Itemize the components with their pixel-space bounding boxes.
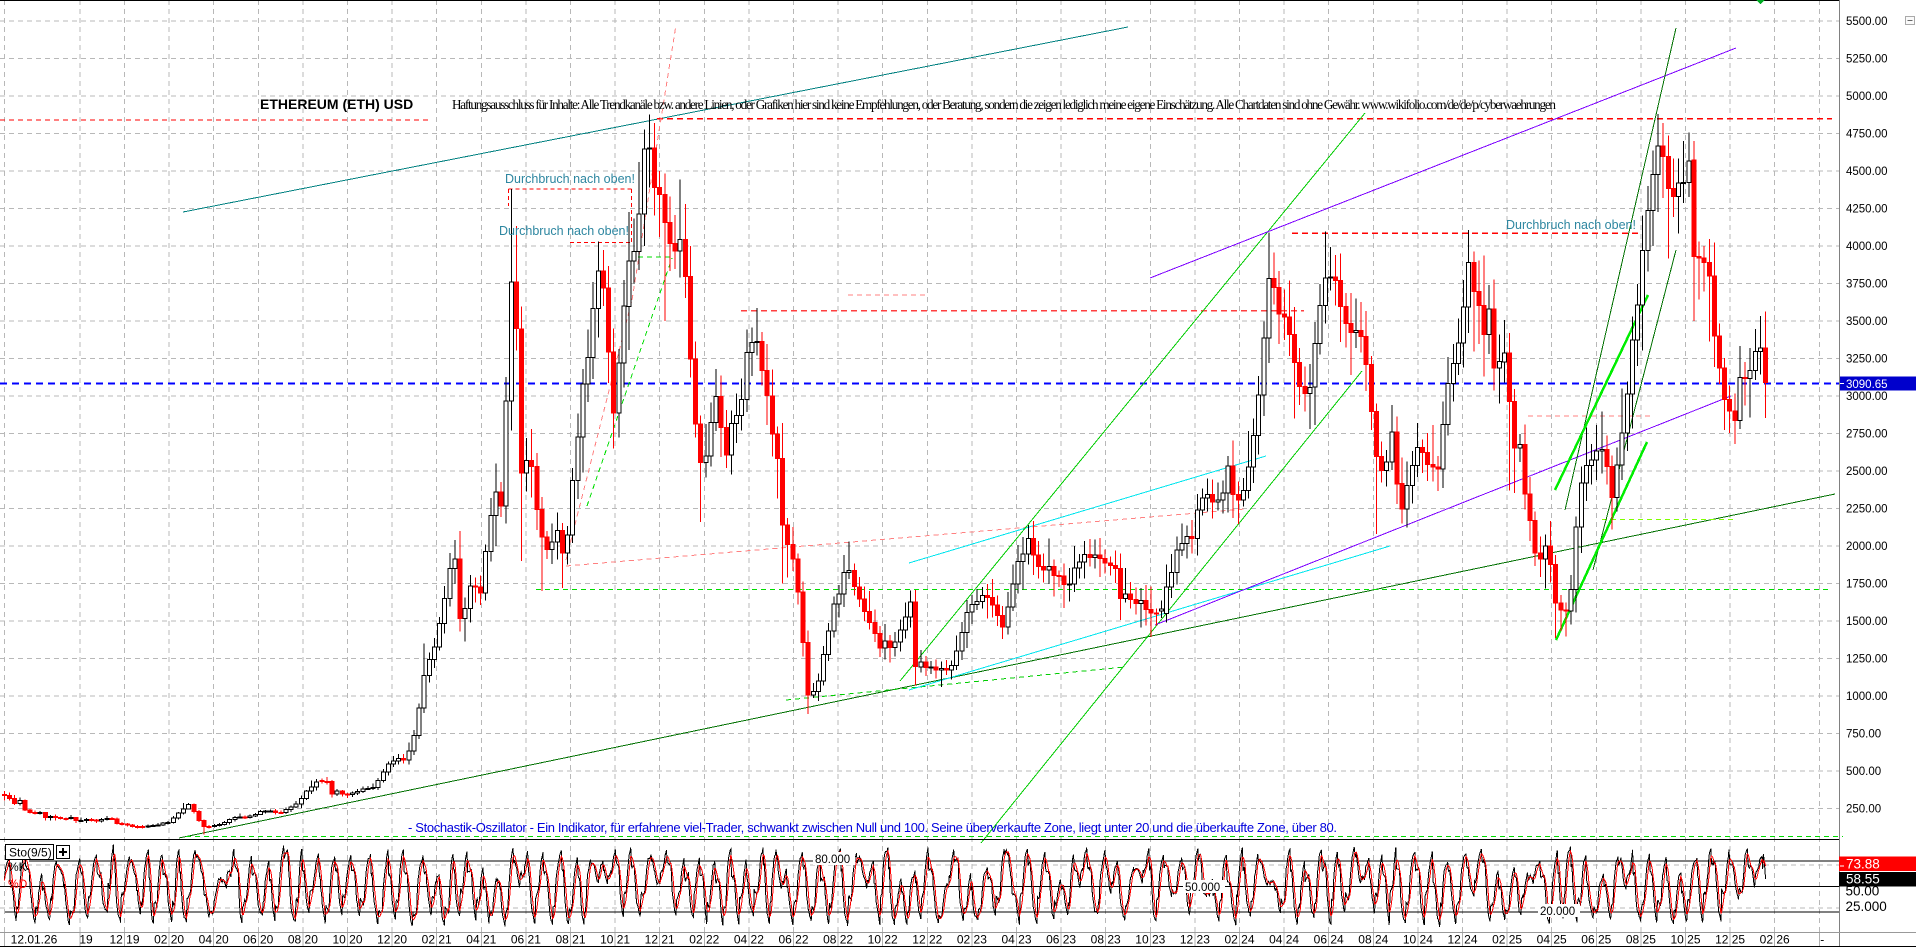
svg-text:02 20: 02 20 — [154, 933, 184, 947]
svg-text:50.00: 50.00 — [1846, 884, 1880, 899]
svg-text:3750.00: 3750.00 — [1846, 279, 1888, 291]
svg-text:5500.00: 5500.00 — [1846, 16, 1888, 28]
svg-text:1000.00: 1000.00 — [1846, 691, 1888, 703]
svg-text:2500.00: 2500.00 — [1846, 466, 1888, 478]
svg-text:06 20: 06 20 — [243, 933, 273, 947]
svg-text:10 20: 10 20 — [332, 933, 362, 947]
svg-text:3090.65: 3090.65 — [1846, 379, 1888, 391]
svg-text:06 22: 06 22 — [778, 933, 808, 947]
svg-text:08 23: 08 23 — [1091, 933, 1121, 947]
svg-text:04 20: 04 20 — [199, 933, 229, 947]
svg-text:06 23: 06 23 — [1046, 933, 1076, 947]
svg-text:10 22: 10 22 — [868, 933, 898, 947]
svg-text:50.000: 50.000 — [1185, 882, 1220, 894]
svg-text:80.000: 80.000 — [815, 854, 850, 866]
svg-text:4000.00: 4000.00 — [1846, 241, 1888, 253]
svg-text:12.01.26: 12.01.26 — [11, 933, 58, 947]
svg-text:10 21: 10 21 — [600, 933, 630, 947]
svg-text:-: - — [1820, 933, 1824, 947]
svg-text:12 25: 12 25 — [1715, 933, 1745, 947]
svg-text:Sto(9/5): Sto(9/5) — [9, 846, 52, 860]
svg-text:25.000: 25.000 — [1846, 899, 1887, 914]
svg-text:02 26: 02 26 — [1760, 933, 1790, 947]
svg-text:08 21: 08 21 — [555, 933, 585, 947]
svg-text:12 21: 12 21 — [645, 933, 675, 947]
svg-text:12 20: 12 20 — [377, 933, 407, 947]
svg-text:2000.00: 2000.00 — [1846, 541, 1888, 553]
svg-text:12 19: 12 19 — [109, 933, 139, 947]
svg-text:10 23: 10 23 — [1135, 933, 1165, 947]
svg-text:500.00: 500.00 — [1846, 766, 1881, 778]
svg-text:02 25: 02 25 — [1492, 933, 1522, 947]
svg-text:250.00: 250.00 — [1846, 804, 1881, 816]
svg-text:08 22: 08 22 — [823, 933, 853, 947]
svg-text:02 24: 02 24 — [1224, 933, 1254, 947]
svg-text:5250.00: 5250.00 — [1846, 54, 1888, 66]
svg-text:- Stochastik-Oszillator - Ein: - Stochastik-Oszillator - Ein Indikator,… — [408, 820, 1337, 835]
svg-text:%D: %D — [8, 877, 28, 891]
svg-text:12 23: 12 23 — [1180, 933, 1210, 947]
svg-text:Durchbruch nach oben!: Durchbruch nach oben! — [1506, 218, 1636, 232]
svg-text:1500.00: 1500.00 — [1846, 616, 1888, 628]
svg-text:12 24: 12 24 — [1447, 933, 1477, 947]
svg-text:2250.00: 2250.00 — [1846, 504, 1888, 516]
svg-text:4250.00: 4250.00 — [1846, 204, 1888, 216]
svg-text:1250.00: 1250.00 — [1846, 654, 1888, 666]
svg-text:08 25: 08 25 — [1626, 933, 1656, 947]
svg-text:02 22: 02 22 — [689, 933, 719, 947]
svg-text:73.88: 73.88 — [1846, 857, 1880, 872]
svg-text:%K: %K — [8, 860, 27, 874]
svg-text:58.55: 58.55 — [1846, 872, 1880, 887]
svg-text:Haftungsausschluss für Inhalte: Haftungsausschluss für Inhalte: Alle Tre… — [452, 97, 1556, 112]
svg-text:04 24: 04 24 — [1269, 933, 1299, 947]
svg-text:750.00: 750.00 — [1846, 729, 1881, 741]
svg-text:12 22: 12 22 — [912, 933, 942, 947]
svg-text:1750.00: 1750.00 — [1846, 579, 1888, 591]
svg-text:04 25: 04 25 — [1537, 933, 1567, 947]
svg-text:04 22: 04 22 — [734, 933, 764, 947]
svg-text:3250.00: 3250.00 — [1846, 354, 1888, 366]
svg-text:10 24: 10 24 — [1403, 933, 1433, 947]
svg-text:02 23: 02 23 — [957, 933, 987, 947]
svg-text:19: 19 — [79, 933, 93, 947]
svg-text:Durchbruch nach oben!: Durchbruch nach oben! — [505, 172, 635, 186]
svg-text:3500.00: 3500.00 — [1846, 316, 1888, 328]
svg-text:4750.00: 4750.00 — [1846, 129, 1888, 141]
svg-text:20.000: 20.000 — [1540, 906, 1575, 918]
svg-text:08 20: 08 20 — [288, 933, 318, 947]
svg-text:10 25: 10 25 — [1670, 933, 1700, 947]
svg-text:06 25: 06 25 — [1581, 933, 1611, 947]
svg-text:04 23: 04 23 — [1001, 933, 1031, 947]
svg-text:04 21: 04 21 — [466, 933, 496, 947]
svg-text:3000.00: 3000.00 — [1846, 391, 1888, 403]
svg-text:2750.00: 2750.00 — [1846, 429, 1888, 441]
svg-text:5000.00: 5000.00 — [1846, 91, 1888, 103]
svg-text:02 21: 02 21 — [422, 933, 452, 947]
svg-text:06 21: 06 21 — [511, 933, 541, 947]
svg-text:4500.00: 4500.00 — [1846, 166, 1888, 178]
svg-text:08 24: 08 24 — [1358, 933, 1388, 947]
svg-text:Durchbruch nach oben!: Durchbruch nach oben! — [499, 224, 629, 238]
svg-text:ETHEREUM (ETH) USD: ETHEREUM (ETH) USD — [260, 96, 413, 112]
svg-text:06 24: 06 24 — [1314, 933, 1344, 947]
